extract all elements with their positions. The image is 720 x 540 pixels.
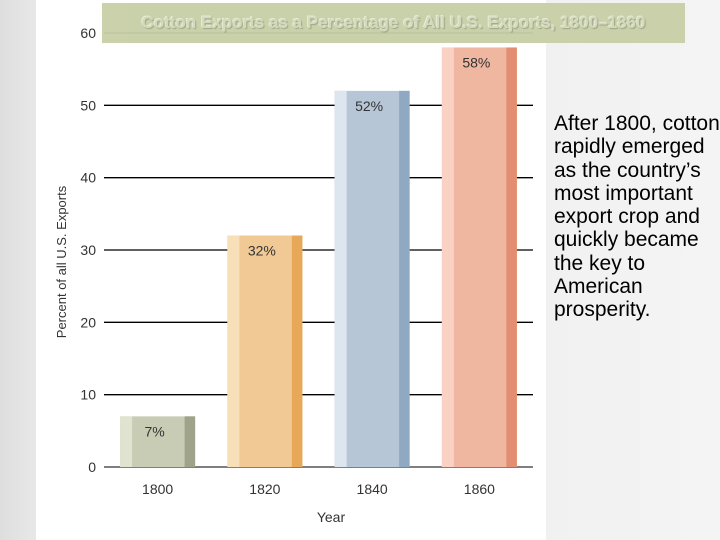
x-category-label-1820: 1820: [249, 481, 280, 497]
y-tick-label: 30: [80, 242, 96, 258]
x-category-label-1840: 1840: [357, 481, 388, 497]
data-labels: 7% 32% 52% 58%: [145, 54, 491, 439]
bars: [120, 47, 517, 467]
bar-1800: [120, 416, 196, 467]
bar-1820: [227, 235, 303, 467]
slide-body-text: After 1800, cotton rapidly emerged as th…: [554, 112, 720, 322]
bar-1860: [441, 47, 517, 467]
data-label-1800: 7%: [145, 423, 165, 439]
x-category-label-1800: 1800: [142, 481, 173, 497]
x-category-label-1860: 1860: [464, 481, 495, 497]
y-tick-label: 20: [80, 314, 96, 330]
x-category-labels: 1800 1820 1840 1860: [142, 481, 495, 497]
data-label-1840: 52%: [355, 98, 383, 114]
y-axis-title: Percent of all U.S. Exports: [54, 185, 69, 338]
x-axis-title: Year: [317, 509, 346, 525]
chart-title: Cotton Exports as a Percentage of All U.…: [141, 13, 646, 32]
bar-1840: [334, 90, 410, 467]
y-tick-label: 50: [80, 97, 96, 113]
data-label-1820: 32%: [248, 243, 276, 259]
y-tick-label: 40: [80, 170, 96, 186]
chart-title-banner: Cotton Exports as a Percentage of All U.…: [102, 3, 685, 43]
y-tick-label: 60: [80, 25, 96, 41]
y-tick-labels: 0 10 20 30 40 50 60: [80, 25, 96, 475]
y-tick-label: 0: [88, 459, 96, 475]
data-label-1860: 58%: [462, 54, 490, 70]
y-tick-label: 10: [80, 387, 96, 403]
